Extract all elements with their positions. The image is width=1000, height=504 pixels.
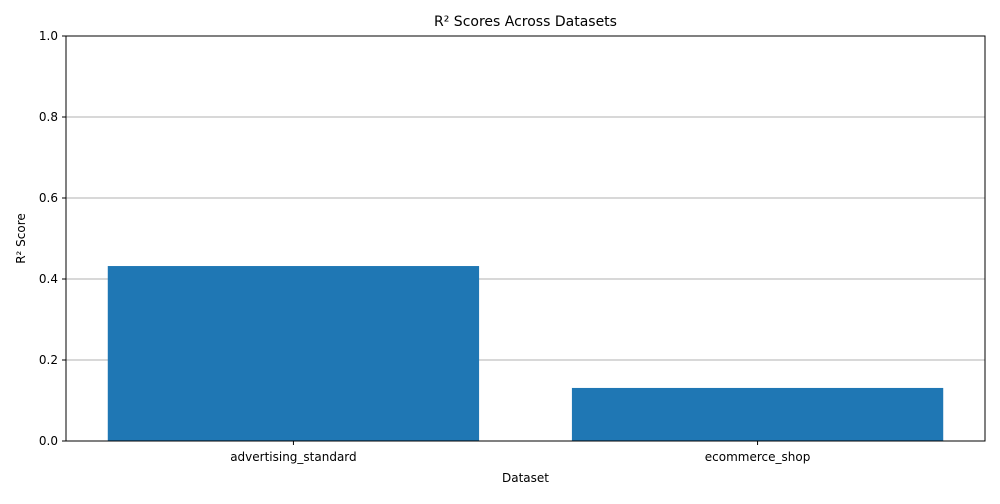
y-axis-ticks: 0.0 0.2 0.4 0.6 0.8 1.0 — [39, 29, 66, 448]
bars — [107, 266, 944, 441]
x-tick-label: advertising_standard — [230, 450, 356, 464]
chart-title: R² Scores Across Datasets — [434, 14, 617, 30]
y-axis-label: R² Score — [14, 213, 28, 264]
x-axis-label: Dataset — [502, 471, 549, 485]
y-tick-label: 0.2 — [39, 353, 58, 367]
bar-advertising_standard — [107, 266, 480, 441]
y-tick-label: 1.0 — [39, 29, 58, 43]
plot-frame — [65, 35, 986, 442]
y-tick-label: 0.6 — [39, 191, 58, 205]
y-tick-label: 0.4 — [39, 272, 58, 286]
x-axis-ticks: advertising_standard ecommerce_shop — [230, 441, 810, 464]
x-tick-label: ecommerce_shop — [705, 450, 811, 464]
y-tick-label: 0.8 — [39, 110, 58, 124]
y-tick-label: 0.0 — [39, 434, 58, 448]
bar-ecommerce_shop — [571, 387, 944, 441]
